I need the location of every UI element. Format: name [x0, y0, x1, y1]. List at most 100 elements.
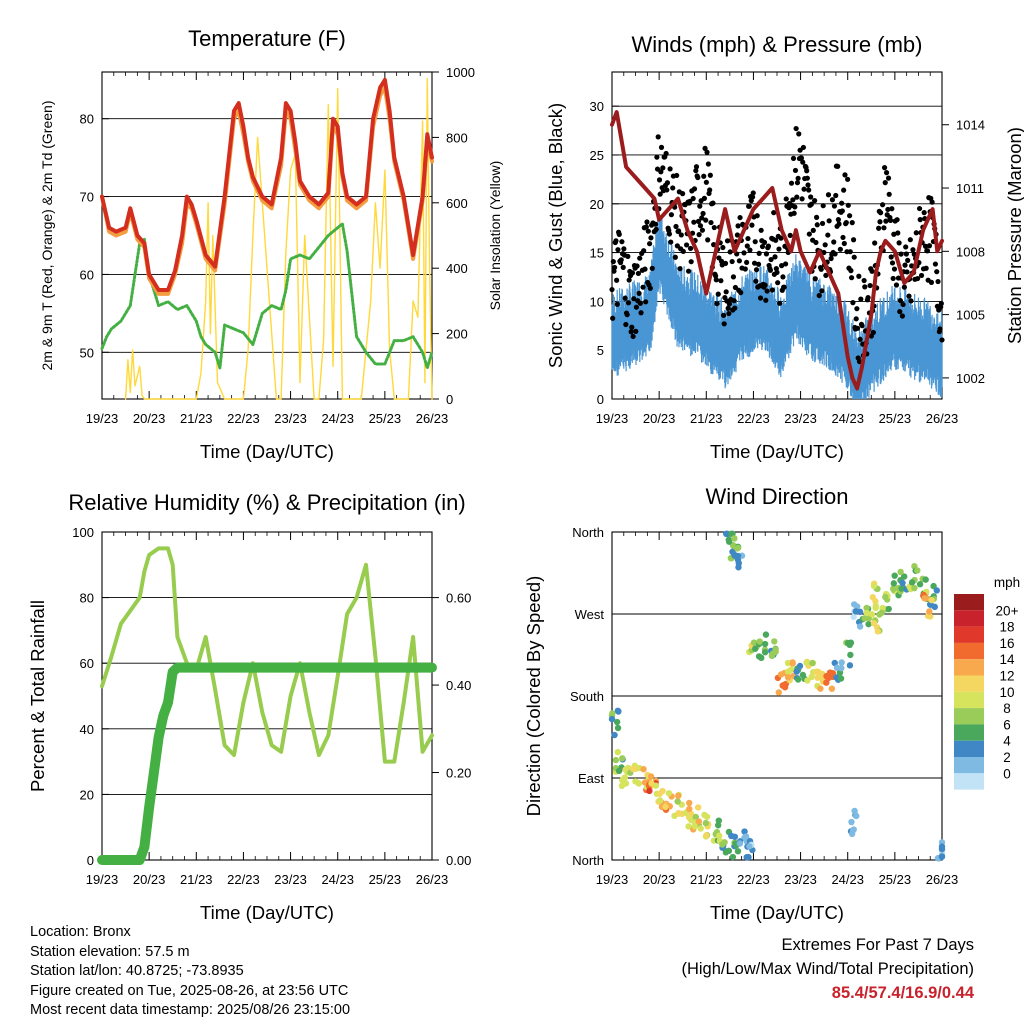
y-right-tick-label: 400 — [446, 261, 468, 276]
x-tick-label: 21/23 — [180, 872, 213, 887]
direction-point — [933, 587, 941, 594]
y-tick-label: 60 — [80, 267, 94, 282]
direction-point — [784, 674, 792, 681]
direction-point — [823, 672, 830, 680]
gust-point — [794, 194, 800, 200]
gust-point — [678, 232, 684, 238]
elevation-text: Station elevation: 57.5 m — [30, 943, 190, 960]
direction-point — [771, 638, 778, 645]
gust-point — [792, 204, 798, 210]
gust-point — [713, 277, 719, 283]
x-tick-label: 26/23 — [416, 872, 449, 887]
gust-point — [612, 264, 618, 271]
gust-point — [622, 295, 628, 301]
gust-point — [897, 308, 903, 315]
gust-point — [695, 218, 702, 224]
gust-point — [876, 225, 882, 231]
gust-point — [833, 192, 839, 199]
direction-point — [685, 823, 692, 830]
direction-point — [716, 832, 723, 839]
gust-point — [823, 272, 829, 279]
y-right-tick-label: 1005 — [956, 308, 985, 323]
gust-point — [763, 251, 770, 257]
gust-point — [776, 246, 782, 252]
gust-point — [696, 232, 702, 238]
gust-point — [691, 219, 697, 225]
gust-point — [668, 212, 675, 218]
gust-point — [923, 265, 929, 271]
gust-point — [735, 223, 741, 229]
gust-point — [819, 288, 825, 294]
gust-point — [921, 210, 927, 216]
gust-point — [638, 310, 644, 316]
gust-point — [899, 313, 906, 319]
gust-point — [908, 298, 914, 304]
gust-point — [847, 249, 853, 255]
direction-point — [916, 581, 924, 588]
gust-point — [637, 300, 643, 306]
direction-point — [640, 765, 647, 773]
gust-point — [746, 203, 752, 209]
direction-point — [922, 576, 929, 583]
x-tick-label: 19/23 — [86, 872, 119, 887]
direction-point — [891, 572, 898, 579]
gust-point — [929, 199, 935, 205]
direction-point — [897, 568, 904, 576]
gust-point — [688, 259, 694, 265]
gust-point — [647, 241, 653, 247]
gust-point — [867, 282, 873, 289]
direction-point — [647, 773, 655, 780]
gust-point — [685, 268, 692, 274]
direction-point — [612, 756, 620, 764]
direction-point — [870, 620, 878, 627]
gust-point — [658, 144, 665, 150]
y-right-tick-label: 600 — [446, 196, 468, 211]
gust-point — [756, 250, 762, 257]
gust-point — [749, 222, 755, 228]
gust-point — [848, 275, 855, 281]
x-tick-label: 20/23 — [643, 411, 676, 426]
direction-point — [697, 825, 704, 832]
direction-point — [793, 668, 800, 675]
y-right-tick-label: 1008 — [956, 244, 985, 259]
gust-point — [656, 177, 663, 183]
gust-point — [708, 219, 714, 226]
gust-point — [878, 210, 884, 216]
direction-point — [611, 731, 618, 739]
gust-point — [906, 293, 912, 299]
direction-point — [692, 813, 699, 821]
direction-point — [926, 608, 933, 615]
direction-point — [788, 666, 795, 673]
legend-title: mph — [994, 575, 1020, 590]
x-tick-label: 21/23 — [690, 411, 723, 426]
gust-point — [839, 208, 845, 214]
gust-point — [813, 239, 819, 246]
direction-point — [723, 530, 730, 538]
gust-point — [722, 260, 729, 266]
direction-point — [823, 679, 830, 686]
x-tick-label: 23/23 — [274, 411, 307, 426]
gust-point — [859, 323, 865, 329]
gust-point — [634, 263, 640, 269]
gust-point — [635, 270, 642, 277]
gust-point — [693, 164, 700, 170]
gust-point — [643, 224, 649, 230]
gust-point — [924, 248, 931, 254]
gust-point — [726, 301, 733, 307]
gust-point — [762, 282, 768, 288]
legend-swatch — [954, 740, 984, 757]
gust-point — [812, 197, 818, 204]
direction-point — [868, 611, 876, 618]
direction-point — [725, 538, 733, 545]
gust-point — [697, 223, 704, 229]
gust-point — [729, 258, 735, 265]
gust-point — [648, 235, 654, 241]
gust-point — [747, 247, 753, 253]
x-axis-label: Time (Day/UTC) — [200, 902, 334, 923]
gust-point — [767, 267, 774, 273]
y-tick-label: 0 — [87, 853, 94, 868]
gust-point — [902, 262, 908, 268]
direction-point — [686, 805, 693, 813]
gust-point — [891, 231, 897, 237]
y-tick-label: 80 — [80, 591, 94, 606]
